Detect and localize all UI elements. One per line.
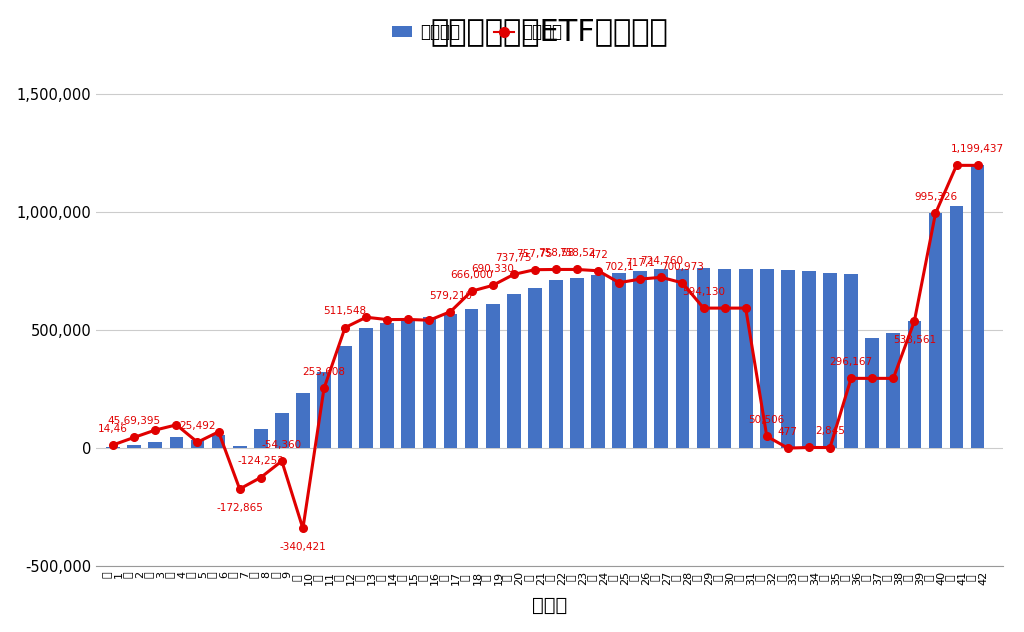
Bar <box>760 269 773 448</box>
Text: 758,58: 758,58 <box>538 248 574 258</box>
Bar <box>949 207 964 448</box>
Text: 758,52: 758,52 <box>559 248 595 258</box>
Bar <box>465 308 478 448</box>
Bar <box>443 315 458 448</box>
Bar <box>296 392 309 448</box>
Bar <box>865 338 879 448</box>
Text: 472: 472 <box>588 250 608 260</box>
Bar <box>148 442 162 448</box>
Bar <box>781 270 795 448</box>
Legend: 累計利益, 実現損益: 累計利益, 実現損益 <box>385 16 568 48</box>
Bar <box>739 269 753 448</box>
Text: 25,492: 25,492 <box>179 421 216 431</box>
Bar <box>317 372 331 448</box>
X-axis label: 経過週: 経過週 <box>532 597 567 616</box>
Text: 995,326: 995,326 <box>913 192 957 202</box>
Bar <box>380 323 394 448</box>
Bar <box>485 303 500 448</box>
Text: -124,252: -124,252 <box>238 456 285 466</box>
Text: -172,865: -172,865 <box>216 503 263 513</box>
Text: 511,548: 511,548 <box>324 307 367 317</box>
Bar <box>844 274 858 448</box>
Bar <box>338 346 352 448</box>
Bar <box>591 276 605 448</box>
Bar <box>106 447 120 448</box>
Text: 1,199,437: 1,199,437 <box>951 144 1005 154</box>
Text: 45,69,395: 45,69,395 <box>108 416 161 426</box>
Text: 757,75: 757,75 <box>516 248 553 258</box>
Text: -54,360: -54,360 <box>262 440 302 450</box>
Bar <box>696 268 711 448</box>
Text: 50,506: 50,506 <box>749 415 784 425</box>
Bar <box>359 329 373 448</box>
Text: 666,000: 666,000 <box>451 270 493 280</box>
Bar <box>212 435 225 448</box>
Bar <box>654 269 669 448</box>
Bar <box>507 295 520 448</box>
Bar <box>612 273 626 448</box>
Text: 700,973: 700,973 <box>662 262 703 272</box>
Bar <box>971 166 984 448</box>
Bar <box>549 281 563 448</box>
Bar <box>907 321 922 448</box>
Bar <box>802 271 816 448</box>
Text: 702,1: 702,1 <box>604 262 634 272</box>
Bar <box>570 278 584 448</box>
Bar <box>190 440 205 448</box>
Text: 14,46: 14,46 <box>98 424 128 434</box>
Bar <box>275 413 289 448</box>
Text: 594,130: 594,130 <box>682 287 725 297</box>
Text: 737,75: 737,75 <box>496 253 532 264</box>
Bar <box>254 429 267 448</box>
Text: 296,167: 296,167 <box>829 357 872 367</box>
Bar <box>170 437 183 448</box>
Bar <box>232 446 247 448</box>
Bar <box>676 269 689 448</box>
Bar <box>127 445 141 448</box>
Text: 724,760: 724,760 <box>640 256 683 266</box>
Bar <box>401 320 415 448</box>
Text: 690,330: 690,330 <box>471 264 514 274</box>
Bar <box>718 269 731 448</box>
Text: 253,608: 253,608 <box>302 367 345 377</box>
Bar <box>528 288 542 448</box>
Bar <box>887 332 900 448</box>
Bar <box>634 271 647 448</box>
Text: 538,561: 538,561 <box>893 335 936 345</box>
Bar <box>823 272 837 448</box>
Text: 2,845: 2,845 <box>815 427 845 437</box>
Text: 579,210: 579,210 <box>429 291 472 300</box>
Title: トライオートETF週間実績: トライオートETF週間実績 <box>431 16 669 46</box>
Bar <box>929 214 942 448</box>
Text: 717,1: 717,1 <box>626 258 655 268</box>
Text: -340,421: -340,421 <box>280 542 327 552</box>
Bar <box>423 317 436 448</box>
Text: 477: 477 <box>778 427 798 437</box>
